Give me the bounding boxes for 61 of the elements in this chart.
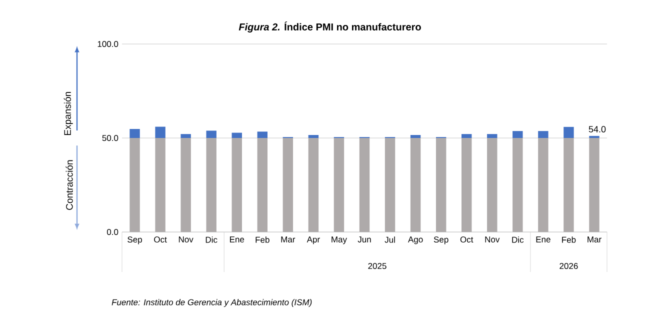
bar	[589, 138, 600, 232]
bar	[487, 138, 498, 232]
bar	[232, 132, 242, 138]
bar	[487, 134, 498, 138]
bar	[564, 138, 574, 232]
bar	[257, 132, 268, 138]
x-tick-label: Jul	[384, 236, 395, 243]
x-tick-label: Ago	[408, 236, 423, 244]
x-tick-label: May	[332, 236, 347, 244]
bar	[206, 138, 216, 232]
source-note: Fuente: Instituto de Gerencia y Abastecimiento (ISM)	[112, 299, 312, 307]
y-tick-label: 50.0	[102, 135, 118, 142]
bar	[512, 131, 523, 138]
bar	[206, 130, 216, 138]
x-tick-label: Mar	[588, 236, 602, 242]
x-tick-label: Jun	[358, 236, 371, 242]
x-tick-label: Nov	[178, 236, 194, 242]
x-tick-label: Apr	[306, 236, 320, 244]
x-tick-label: Nov	[485, 236, 500, 242]
bar	[334, 138, 344, 232]
x-tick-label: Dic	[206, 236, 218, 243]
x-tick-label: Ene	[536, 236, 550, 242]
text: Contracción	[66, 160, 73, 210]
bar	[410, 138, 421, 232]
bar	[282, 138, 294, 232]
x-tick-label: Feb	[256, 236, 270, 243]
bar	[359, 138, 370, 232]
bar	[436, 138, 446, 232]
annotation: 54.0	[588, 126, 606, 132]
bar	[538, 138, 548, 232]
bar	[462, 134, 472, 138]
bar	[512, 138, 523, 232]
x-tick-label: Dic	[512, 236, 524, 243]
bar	[308, 134, 319, 138]
bar	[232, 138, 242, 232]
x-tick-label: Oct	[154, 236, 167, 243]
bar	[130, 128, 140, 138]
x-tick-label: Sep	[128, 236, 142, 244]
x-tick-label: Ene	[230, 236, 244, 242]
x-tick-label: Sep	[434, 236, 448, 244]
chart-title: Figura 2. Índice PMI no manufacturero	[238, 22, 421, 32]
bar	[155, 126, 166, 138]
bar	[130, 138, 140, 232]
text: 2025	[368, 263, 386, 270]
bar	[538, 131, 548, 138]
bar	[410, 134, 421, 138]
bar	[257, 138, 268, 232]
bar	[180, 138, 191, 232]
text: Expansión	[64, 92, 73, 135]
bar	[462, 138, 472, 232]
bar	[155, 138, 166, 232]
bar	[180, 134, 191, 138]
y-tick-label: 0.0	[106, 229, 118, 236]
x-tick-label: Oct	[460, 236, 474, 243]
bar	[564, 126, 574, 138]
y-tick-label: 100.0	[98, 41, 118, 48]
text: 2026	[560, 263, 578, 270]
bar	[384, 138, 396, 232]
x-tick-label: Feb	[562, 236, 576, 243]
bar	[308, 138, 319, 232]
x-tick-label: Mar	[281, 236, 296, 242]
